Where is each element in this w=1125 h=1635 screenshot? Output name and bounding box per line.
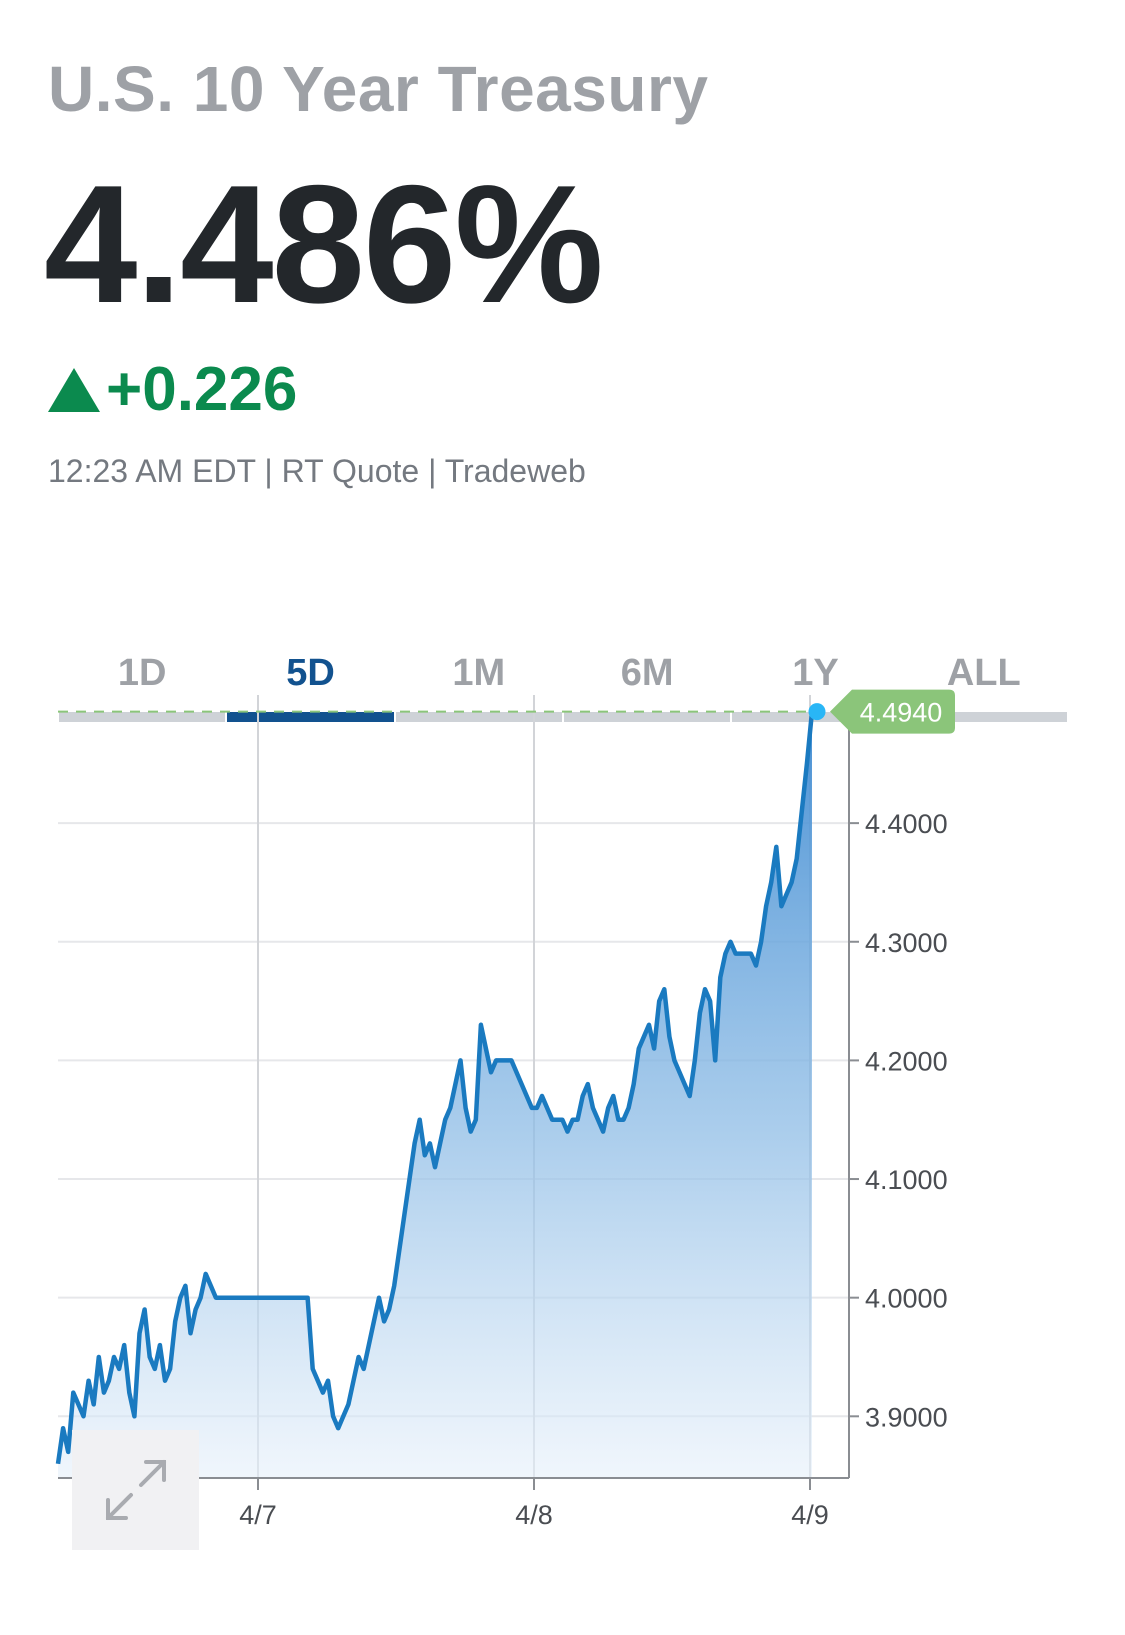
current-value-dot xyxy=(808,703,826,721)
range-tabs: 1D 5D 1M 6M 1Y ALL xyxy=(58,640,1068,730)
current-price: 4.486% xyxy=(44,150,604,338)
tab-label: 5D xyxy=(286,652,335,694)
up-triangle-icon xyxy=(48,368,100,412)
tab-1d[interactable]: 1D xyxy=(58,640,226,730)
tab-label: 6M xyxy=(620,652,674,694)
tab-label: ALL xyxy=(946,652,1021,694)
quote-meta: 12:23 AM EDT | RT Quote | Tradeweb xyxy=(48,453,586,489)
y-tick-label: 4.2000 xyxy=(865,1046,948,1076)
y-tick-label: 3.9000 xyxy=(865,1402,948,1432)
y-tick-label: 4.4000 xyxy=(865,809,948,839)
last-value-badge xyxy=(830,689,955,734)
change-value: +0.226 xyxy=(106,355,298,424)
last-value-label: 4.4940 xyxy=(860,698,943,728)
y-tick-label: 4.0000 xyxy=(865,1284,948,1314)
series-area-fill xyxy=(58,711,812,1478)
tab-all[interactable]: ALL xyxy=(900,640,1068,730)
tab-indicator xyxy=(227,712,394,722)
tab-label: 1D xyxy=(117,652,167,694)
y-tick-label: 4.3000 xyxy=(865,928,948,958)
y-tick-label: 4.1000 xyxy=(865,1165,948,1195)
tab-label: 1M xyxy=(452,652,506,694)
expand-chart-button[interactable] xyxy=(72,1430,199,1550)
x-tick-label: 4/7 xyxy=(239,1500,277,1530)
tab-indicator xyxy=(395,712,562,722)
tab-6m[interactable]: 6M xyxy=(563,640,731,730)
security-title: U.S. 10 Year Treasury xyxy=(48,53,709,125)
tab-indicator xyxy=(900,712,1067,722)
x-tick-label: 4/9 xyxy=(791,1500,829,1530)
tab-1m[interactable]: 1M xyxy=(395,640,563,730)
expand-icon xyxy=(105,1460,166,1520)
tab-5d[interactable]: 5D xyxy=(226,640,394,730)
x-tick-label: 4/8 xyxy=(515,1500,553,1530)
tab-indicator xyxy=(59,712,226,722)
tab-label: 1Y xyxy=(792,652,839,694)
series-line xyxy=(55,711,815,1465)
tab-indicator xyxy=(563,712,731,722)
price-change: +0.226 xyxy=(48,355,297,425)
